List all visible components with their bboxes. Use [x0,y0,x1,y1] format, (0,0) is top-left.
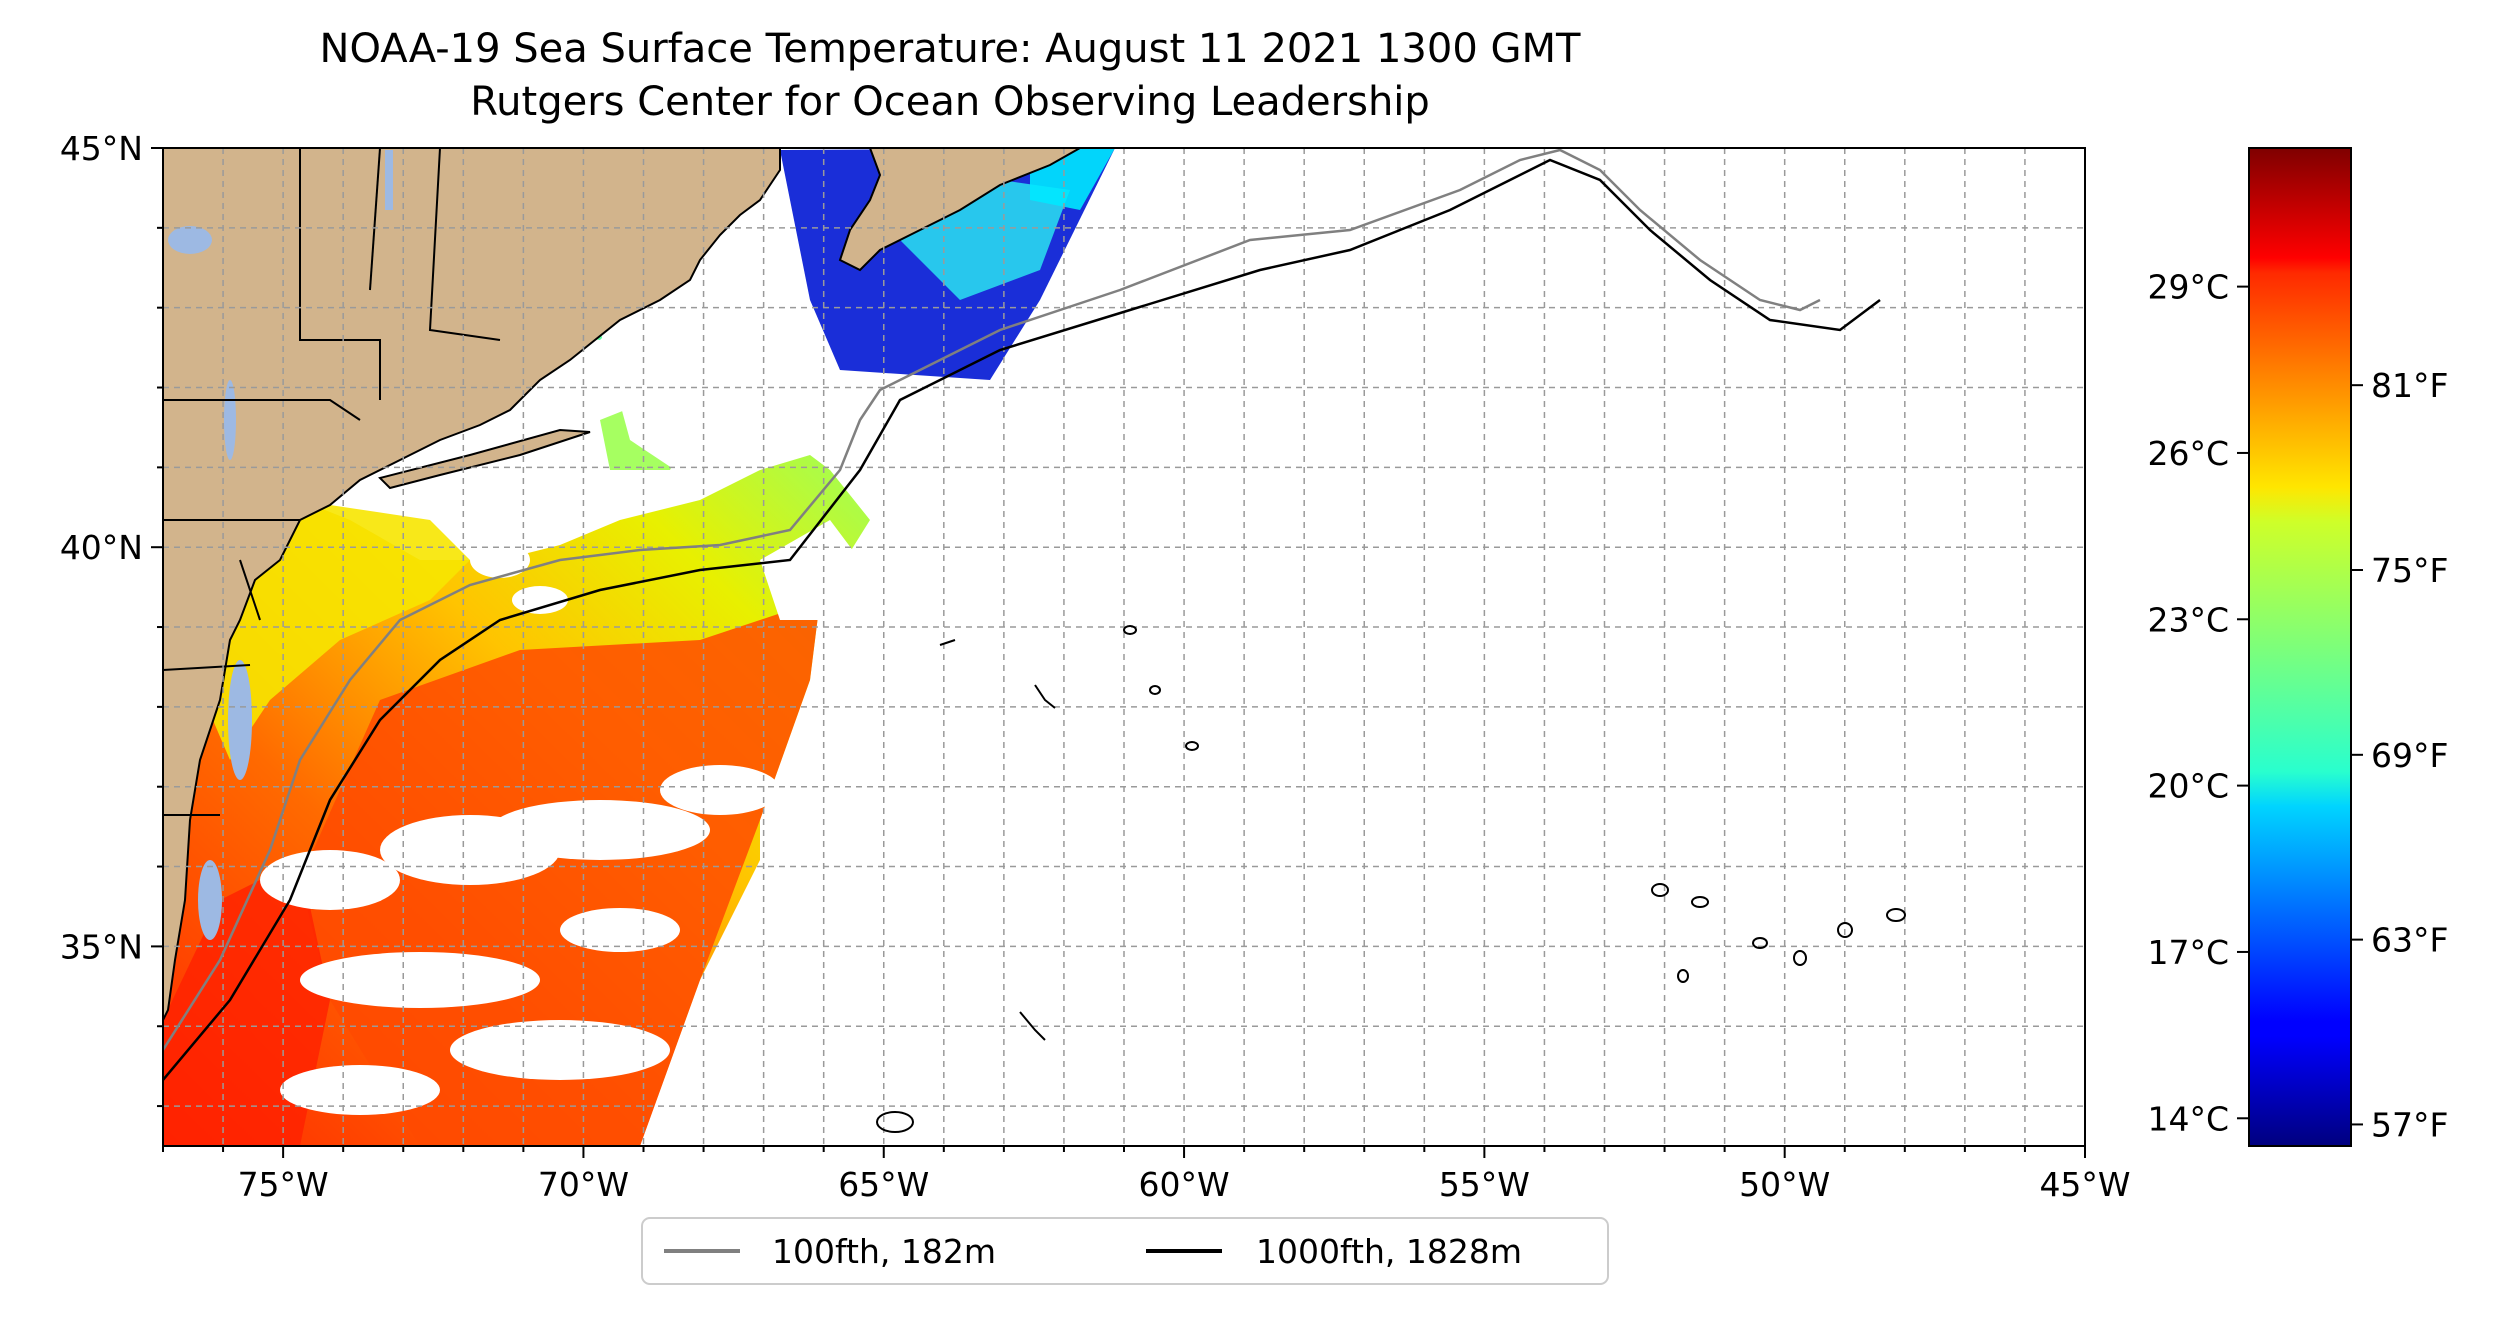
lon-tick-label: 65°W [838,1165,929,1204]
seamount-contours [876,625,1906,1133]
celsius-tick-label: 23°C [2147,600,2229,639]
fahrenheit-tick-label: 81°F [2371,366,2448,405]
lon-tick-label: 75°W [238,1165,329,1204]
us-mainland [163,148,781,1021]
lon-tick-label: 45°W [2039,1165,2130,1204]
state-borders [163,148,501,816]
nova-scotia [838,148,1083,272]
celsius-tick-label: 14°C [2147,1099,2229,1138]
lat-tick-label: 40°N [60,528,143,567]
sst-cyan-patch [900,180,1070,300]
sst-gulf-stream [163,860,330,1146]
fahrenheit-tick-label: 75°F [2371,551,2448,590]
colorbar-ticks: 29°C 26°C 23°C 20°C 17°C 14°C 81°F 75°F 69°F 63°F… [2147,268,2448,1145]
sst-red-core [300,600,820,1146]
celsius-tick-label: 20°C [2147,767,2229,806]
axis-tick-marks [151,147,2086,1158]
legend-label-1000fth: 1000fth, 1828m [1256,1232,1522,1271]
celsius-tick-label: 17°C [2147,933,2229,972]
fahrenheit-tick-label: 57°F [2371,1105,2448,1144]
colorbar [2248,147,2352,1147]
cloud-mask [260,300,860,1115]
lon-tick-label: 70°W [538,1165,629,1204]
fahrenheit-tick-label: 63°F [2371,921,2448,960]
lat-tick-label: 35°N [60,927,143,966]
lon-tick-label: 55°W [1439,1165,1530,1204]
legend-label-100fth: 100fth, 182m [772,1232,996,1271]
fahrenheit-tick-label: 69°F [2371,736,2448,775]
long-island [378,428,591,490]
lon-tick-label: 60°W [1139,1165,1230,1204]
isobath-100fth [163,148,1821,1051]
legend-box [641,1217,1609,1285]
lat-tick-label: 45°N [60,129,143,168]
land-mass [163,148,1083,1021]
celsius-tick-label: 26°C [2147,434,2229,473]
chart-subtitle: Rutgers Center for Ocean Observing Leade… [470,79,1430,125]
celsius-tick-label: 29°C [2147,268,2229,307]
isobath-1000fth [163,158,1881,1081]
sst-map [163,148,2085,1146]
legend: 100fth, 182m 1000fth, 1828m [641,1217,1609,1285]
lon-tick-label: 50°W [1739,1165,1830,1204]
lat-lon-gridlines [163,148,2085,1146]
axis-tick-labels: 75°W 70°W 65°W 60°W 55°W 50°W 45°W 45°N 40°N 35°N [60,129,2131,1204]
chart-title: NOAA-19 Sea Surface Temperature: August … [319,26,1581,72]
